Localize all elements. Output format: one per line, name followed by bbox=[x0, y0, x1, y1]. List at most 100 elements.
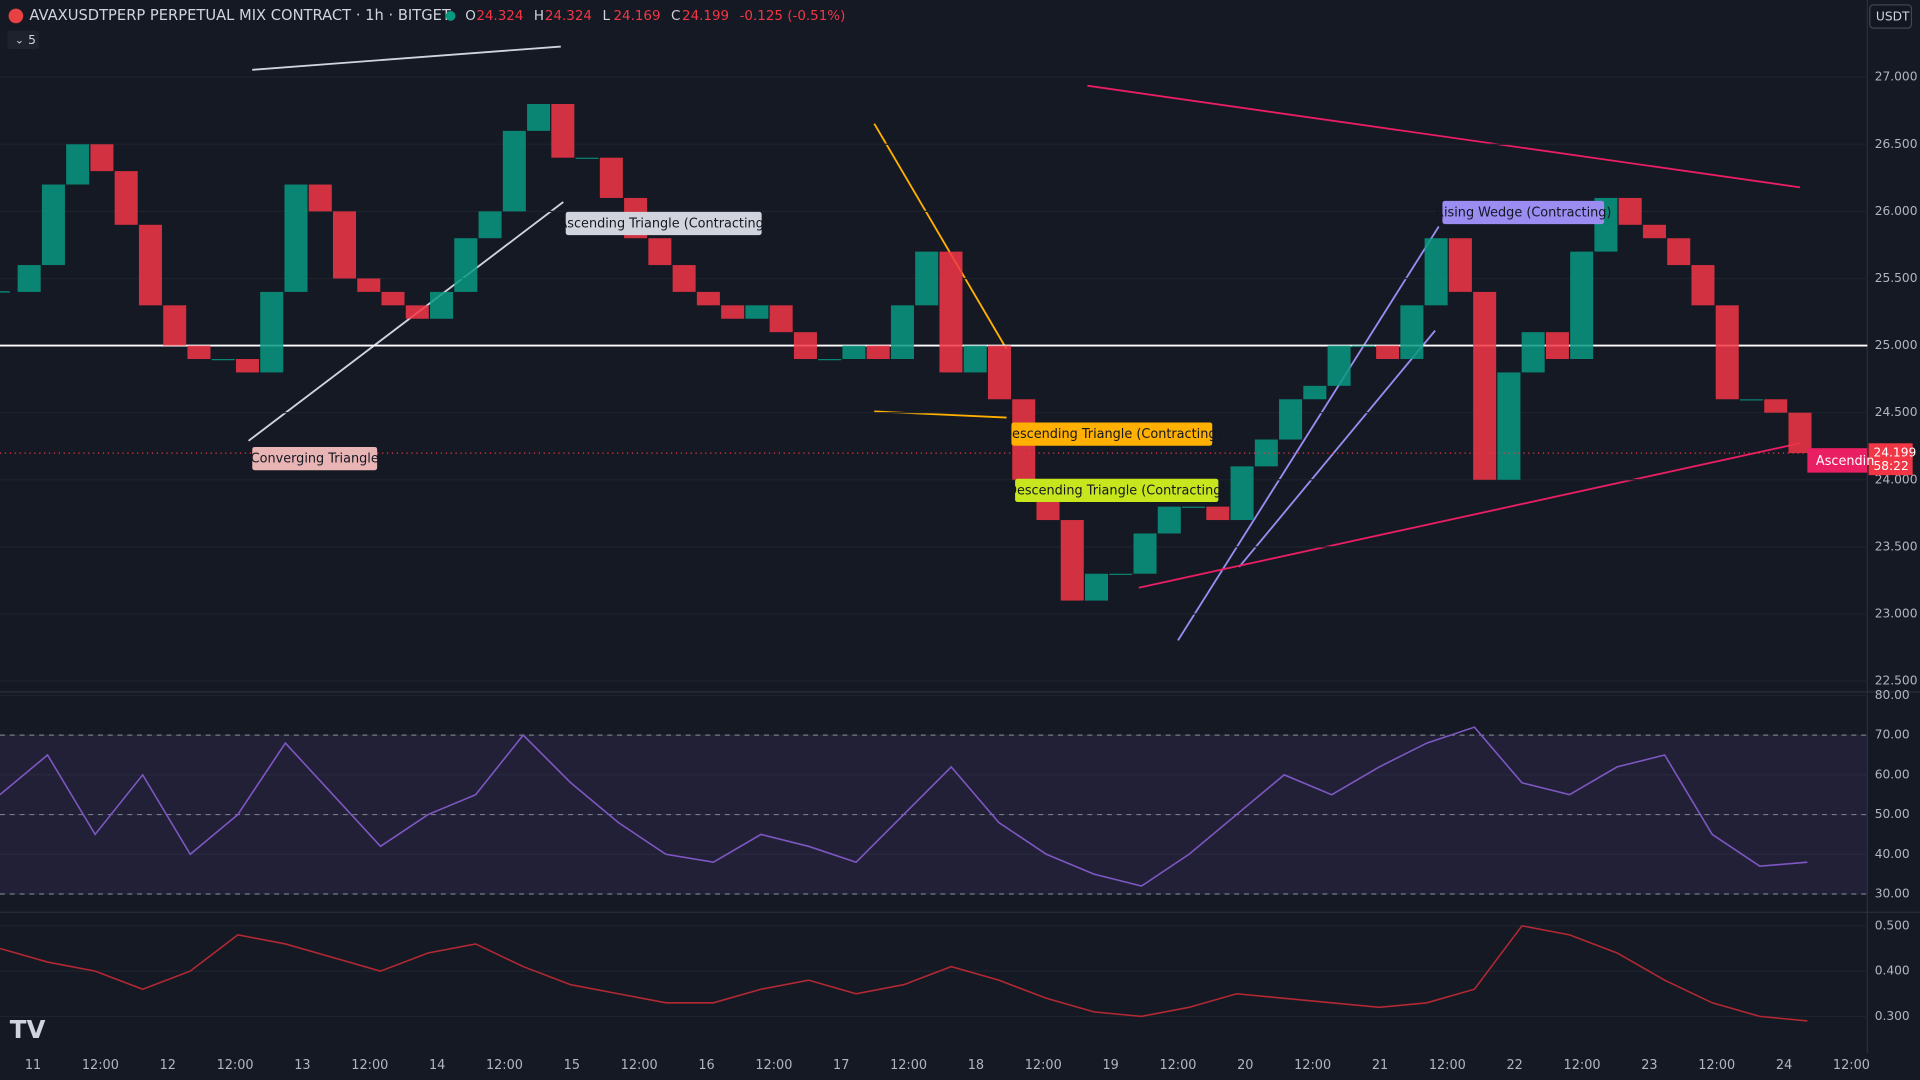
candle bbox=[260, 291, 284, 373]
candle bbox=[551, 104, 575, 158]
candle bbox=[1109, 573, 1133, 575]
x-tick-label: 12:00 bbox=[1429, 1058, 1466, 1073]
label-box bbox=[1807, 448, 1868, 473]
x-tick-label: 12:00 bbox=[486, 1058, 523, 1073]
y-tick-label: 80.00 bbox=[1875, 688, 1910, 702]
y-tick-label: 25.500 bbox=[1875, 271, 1918, 285]
x-tick-label: 12:00 bbox=[1159, 1058, 1196, 1073]
x-tick-label: 11 bbox=[25, 1058, 41, 1073]
candle bbox=[1157, 506, 1181, 534]
candle bbox=[1691, 265, 1715, 306]
ohlc-value: 24.324 bbox=[476, 9, 523, 24]
y-tick-label: 50.00 bbox=[1875, 807, 1910, 821]
candle bbox=[721, 305, 745, 319]
pattern-line bbox=[1138, 442, 1801, 589]
x-tick-label: 12:00 bbox=[351, 1058, 388, 1073]
candle bbox=[381, 291, 405, 306]
candle bbox=[1448, 238, 1472, 292]
price-tag bbox=[1868, 443, 1913, 476]
x-tick-label: 17 bbox=[833, 1058, 849, 1073]
candle bbox=[357, 278, 381, 292]
x-tick-label: 15 bbox=[564, 1058, 580, 1073]
candle bbox=[1497, 372, 1521, 480]
pattern-label: Converging Triangle bbox=[251, 452, 379, 467]
x-tick-label: 12:00 bbox=[217, 1058, 254, 1073]
y-tick-label: 60.00 bbox=[1875, 767, 1910, 781]
y-tick-label: 70.00 bbox=[1875, 728, 1910, 742]
candle bbox=[1667, 238, 1691, 266]
candle bbox=[1764, 399, 1788, 413]
candle bbox=[1400, 305, 1424, 360]
candle bbox=[454, 238, 478, 292]
countdown: 58:22 bbox=[1873, 459, 1908, 473]
candle bbox=[769, 305, 793, 333]
y-tick-label: 24.000 bbox=[1875, 472, 1918, 486]
candle bbox=[1788, 412, 1812, 454]
y-tick-label: 26.000 bbox=[1875, 204, 1918, 218]
ohlc-value: 24.199 bbox=[682, 9, 729, 24]
candle bbox=[90, 144, 114, 172]
indicator-toggle[interactable] bbox=[7, 30, 40, 49]
candle bbox=[1133, 533, 1157, 574]
pattern-line bbox=[1087, 84, 1801, 189]
y-tick-label: 24.500 bbox=[1875, 405, 1918, 419]
pattern-line bbox=[1238, 330, 1436, 568]
candle bbox=[599, 157, 623, 198]
x-tick-label: 21 bbox=[1372, 1058, 1388, 1073]
candle bbox=[890, 305, 914, 360]
pattern-labels: Converging Triangle Ascending Triangle (… bbox=[251, 200, 1874, 503]
currency-button[interactable] bbox=[1869, 4, 1913, 29]
candle bbox=[575, 157, 599, 159]
candle bbox=[502, 130, 526, 212]
pattern-lines bbox=[248, 45, 1801, 641]
ohlc-letter: C bbox=[671, 9, 680, 24]
pattern-line bbox=[873, 123, 1008, 350]
y-tick-label: 0.500 bbox=[1875, 918, 1910, 932]
candle bbox=[818, 359, 842, 361]
candle bbox=[187, 345, 211, 360]
y-tick-label: 40.00 bbox=[1875, 847, 1910, 861]
y-tick-label: 30.00 bbox=[1875, 886, 1910, 900]
symbol-icon bbox=[8, 8, 24, 24]
candle bbox=[138, 224, 162, 306]
y-tick-label: 25.000 bbox=[1875, 338, 1918, 352]
logo: TV bbox=[10, 1015, 46, 1044]
candle bbox=[41, 184, 65, 266]
candle bbox=[1545, 332, 1569, 360]
x-tick-label: 20 bbox=[1237, 1058, 1253, 1073]
label-box bbox=[565, 211, 762, 236]
y-tick-label: 0.400 bbox=[1875, 964, 1910, 978]
candle bbox=[1473, 291, 1497, 480]
pattern-line bbox=[252, 45, 561, 71]
label-box bbox=[252, 446, 378, 471]
y-tick-label: 0.300 bbox=[1875, 1009, 1910, 1023]
candle bbox=[284, 184, 308, 292]
pattern-line bbox=[248, 201, 564, 442]
candle bbox=[745, 305, 769, 319]
candle bbox=[1618, 197, 1642, 225]
candle bbox=[648, 238, 672, 266]
y-tick-label: 22.500 bbox=[1875, 674, 1918, 688]
candle bbox=[235, 359, 259, 373]
candle bbox=[842, 345, 866, 360]
pattern-label: Rising Wedge (Contracting) bbox=[1435, 206, 1611, 221]
candle bbox=[1230, 466, 1254, 521]
ohlc: O 24.324 H 24.324 L 24.169 C 24.199 -0.125 (-0.5… bbox=[465, 9, 845, 24]
y-tick-label: 23.000 bbox=[1875, 606, 1918, 620]
x-tick-label: 12:00 bbox=[755, 1058, 792, 1073]
candle bbox=[527, 104, 551, 131]
candle bbox=[405, 305, 429, 319]
x-tick-label: 12:00 bbox=[1025, 1058, 1062, 1073]
x-tick-label: 16 bbox=[698, 1058, 714, 1073]
pattern-label: Descending Triangle (Contracting) bbox=[1002, 427, 1221, 442]
x-tick-label: 12:00 bbox=[621, 1058, 658, 1073]
candle bbox=[1182, 506, 1206, 508]
x-tick-label: 24 bbox=[1776, 1058, 1792, 1073]
candle bbox=[1206, 506, 1230, 521]
candle bbox=[1642, 224, 1666, 239]
indicator-line bbox=[0, 924, 1808, 1022]
change: -0.125 (-0.51%) bbox=[740, 9, 846, 24]
